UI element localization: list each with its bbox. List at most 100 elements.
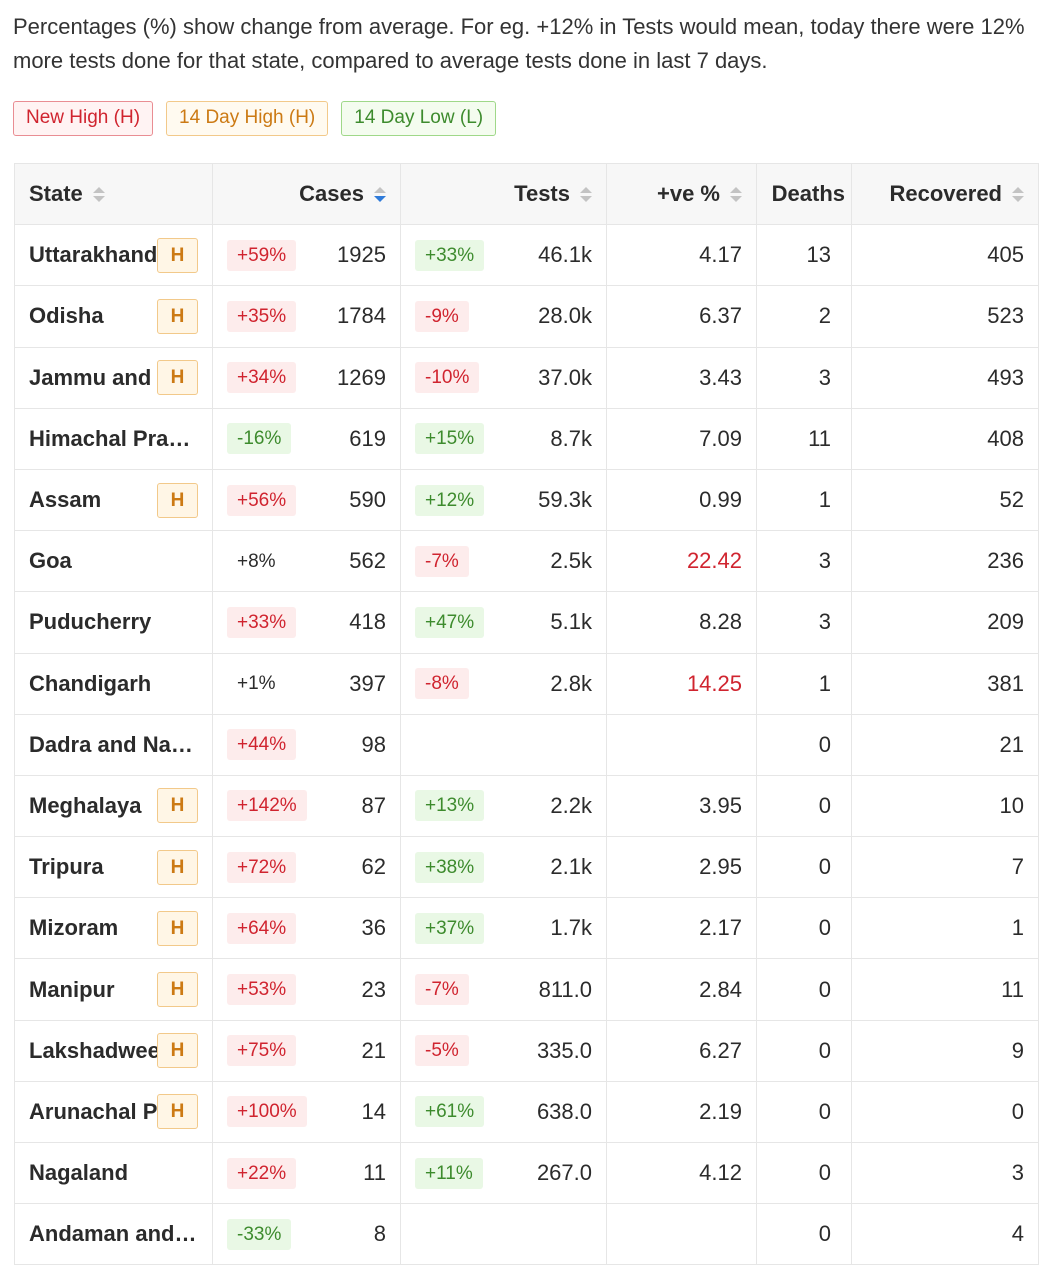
recovered-value: 381 (851, 652, 1039, 715)
legend-14-day-high: 14 Day High (H) (166, 101, 329, 136)
table-row[interactable]: Nagaland +22% 11 +11% 267.0 4.12 0 3 (14, 1141, 1039, 1205)
cases-cell: +72% 62 (212, 836, 401, 899)
state-cell[interactable]: LakshadweepH (14, 1019, 213, 1082)
tests-change: +13% (415, 790, 485, 822)
deaths-value: 13 (756, 224, 852, 287)
deaths-value: 3 (756, 346, 852, 409)
legend-14-day-low: 14 Day Low (L) (341, 101, 497, 136)
tests-change: -9% (415, 300, 469, 332)
column-label-state: State (29, 181, 83, 207)
sort-icon[interactable] (730, 186, 742, 202)
table-row[interactable]: Dadra and Na… +44% 98 0 21 (14, 713, 1039, 776)
positivity-value: 14.25 (606, 652, 757, 715)
positivity-value: 3.43 (606, 346, 757, 409)
column-header-cases[interactable]: Cases (212, 162, 401, 226)
cases-cell: +22% 11 (212, 1141, 401, 1205)
state-cell[interactable]: Mizoram H (14, 897, 213, 960)
cases-change: +100% (227, 1096, 307, 1128)
new-high-badge: H (157, 237, 198, 273)
recovered-value: 7 (851, 836, 1039, 899)
table-row[interactable]: Arunachal P H +100% 14 +61% 638.0 2.19 0 0 (14, 1080, 1039, 1144)
state-cell[interactable]: Andaman and… (14, 1203, 213, 1266)
cases-cell: +33% 418 (212, 591, 401, 654)
table-row[interactable]: Mizoram H +64% 36 +37% 1.7k 2.17 0 1 (14, 897, 1039, 960)
state-cell[interactable]: Puducherry (14, 591, 213, 654)
table-row[interactable]: Odisha H +35% 1784 -9% 28.0k 6.37 2 523 (14, 285, 1039, 348)
table-row[interactable]: Uttarakhand H +59% 1925 +33% 46.1k 4.17 13 405 (14, 224, 1039, 287)
tests-cell: +37% 1.7k (400, 897, 607, 960)
table-row[interactable]: Goa +8% 562 -7% 2.5k 22.42 3 236 (14, 530, 1039, 593)
sort-descending-icon[interactable] (374, 186, 386, 202)
new-high-badge: H (157, 482, 198, 518)
tests-cell: +11% 267.0 (400, 1141, 607, 1205)
sort-icon[interactable] (92, 186, 105, 202)
state-cell[interactable]: Meghalaya H (14, 774, 213, 838)
cases-cell: +64% 36 (212, 897, 401, 960)
table-row[interactable]: Himachal Pra… -16% 619 +15% 8.7k 7.09 11 408 (14, 407, 1039, 470)
table-row[interactable]: Jammu and H +34% 1269 -10% 37.0k 3.43 3 493 (14, 346, 1039, 409)
positivity-value: 4.17 (606, 224, 757, 287)
tests-change: +37% (415, 912, 485, 944)
state-cell[interactable]: Chandigarh (14, 652, 213, 715)
column-header-deaths[interactable]: Deaths (756, 162, 852, 226)
sort-icon[interactable] (580, 186, 592, 202)
state-name: Arunachal P (29, 1098, 157, 1124)
positivity-value: 0.99 (606, 468, 757, 532)
cases-value: 36 (361, 915, 386, 941)
table-row[interactable]: Andaman and… -33% 8 0 4 (14, 1203, 1039, 1266)
cases-cell: +1% 397 (212, 652, 401, 715)
state-cell[interactable]: Jammu and H (14, 346, 213, 409)
cases-change: +75% (227, 1035, 297, 1067)
column-header-recovered[interactable]: Recovered (851, 162, 1039, 226)
table-row[interactable]: Chandigarh +1% 397 -8% 2.8k 14.25 1 381 (14, 652, 1039, 715)
cases-change: +33% (227, 606, 297, 638)
tests-value: 2.5k (550, 548, 592, 574)
recovered-value: 3 (851, 1141, 1039, 1205)
state-cell[interactable]: Himachal Pra… (14, 407, 213, 470)
tests-cell: +12% 59.3k (400, 468, 607, 532)
new-high-badge: H (157, 788, 198, 824)
state-cell[interactable]: Goa (14, 530, 213, 593)
state-name: Himachal Pra… (29, 425, 191, 451)
cases-value: 397 (349, 670, 386, 696)
column-header-state[interactable]: State (14, 162, 213, 226)
deaths-value: 3 (756, 530, 852, 593)
recovered-value: 4 (851, 1203, 1039, 1266)
state-cell[interactable]: Odisha H (14, 285, 213, 348)
state-name: Meghalaya (29, 792, 142, 818)
state-cell[interactable]: Nagaland (14, 1141, 213, 1205)
positivity-value (606, 713, 757, 776)
table-row[interactable]: Puducherry +33% 418 +47% 5.1k 8.28 3 209 (14, 591, 1039, 654)
cases-change: +22% (227, 1157, 297, 1189)
cases-value: 590 (349, 487, 386, 513)
sort-icon[interactable] (1012, 186, 1024, 202)
table-row[interactable]: Tripura H +72% 62 +38% 2.1k 2.95 0 7 (14, 836, 1039, 899)
new-high-badge: H (157, 910, 198, 946)
new-high-badge: H (157, 360, 198, 396)
column-header-tests[interactable]: Tests (400, 162, 607, 226)
state-cell[interactable]: Tripura H (14, 836, 213, 899)
tests-value: 638.0 (536, 1098, 592, 1124)
cases-value: 23 (361, 976, 386, 1002)
table-row[interactable]: Assam H +56% 590 +12% 59.3k 0.99 1 52 (14, 468, 1039, 532)
cases-cell: +75% 21 (212, 1019, 401, 1082)
tests-change: +61% (415, 1096, 485, 1128)
table-row[interactable]: Manipur H +53% 23 -7% 811.0 2.84 0 11 (14, 958, 1039, 1021)
column-header-positivity[interactable]: +ve % (606, 162, 757, 226)
state-cell[interactable]: Manipur H (14, 958, 213, 1021)
cases-cell: +142% 87 (212, 774, 401, 838)
recovered-value: 1 (851, 897, 1039, 960)
state-cell[interactable]: Assam H (14, 468, 213, 532)
table-row[interactable]: Meghalaya H +142% 87 +13% 2.2k 3.95 0 10 (14, 774, 1039, 838)
state-cell[interactable]: Uttarakhand H (14, 224, 213, 287)
tests-cell: +47% 5.1k (400, 591, 607, 654)
state-cell[interactable]: Dadra and Na… (14, 713, 213, 776)
cases-change: +72% (227, 851, 297, 883)
new-high-badge: H (157, 298, 198, 334)
positivity-value: 2.84 (606, 958, 757, 1021)
state-name: Odisha (29, 303, 104, 329)
tests-change: +12% (415, 484, 485, 516)
recovered-value: 493 (851, 346, 1039, 409)
